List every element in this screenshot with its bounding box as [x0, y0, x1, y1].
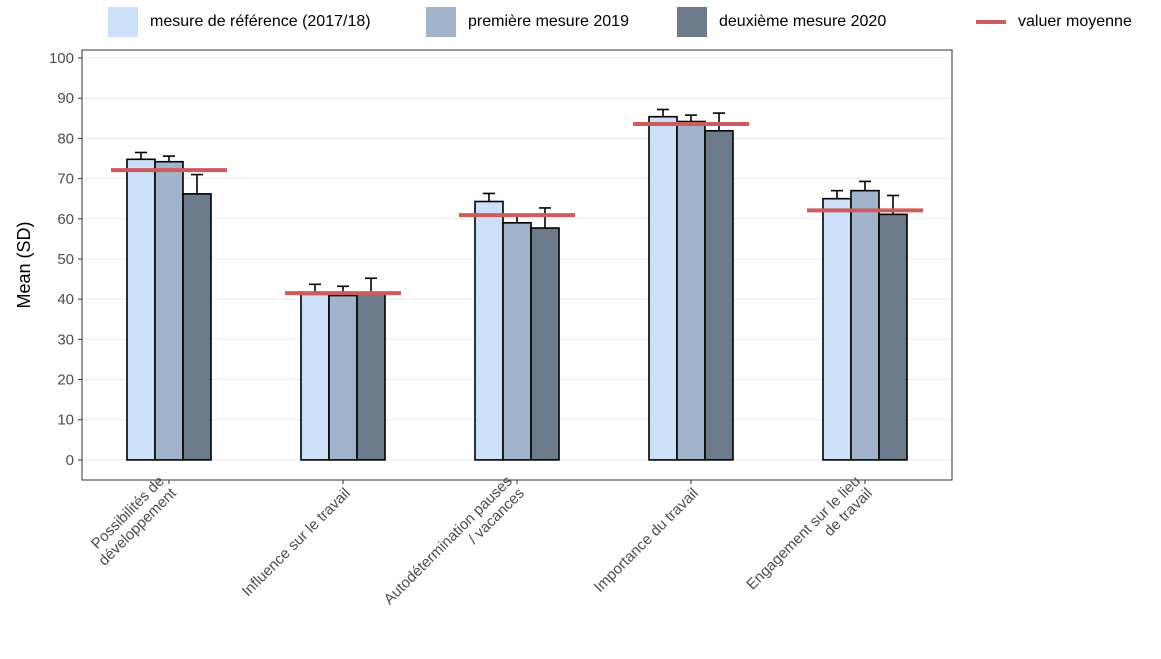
bar [356, 292, 386, 461]
y-tick-label: 90 [57, 90, 74, 107]
legend-label-first: première mesure 2019 [468, 13, 629, 30]
y-tick-label: 10 [57, 412, 74, 429]
mean-lines [111, 121, 923, 296]
x-tick-label: Autodétermination pauses [381, 473, 516, 608]
bar [300, 293, 330, 461]
y-tick-label: 60 [57, 211, 74, 228]
x-tick-label: Influence sur le travail [239, 485, 354, 600]
bar [822, 197, 852, 461]
y-tick-label: 30 [57, 331, 74, 348]
legend-label-reference: mesure de référence (2017/18) [150, 13, 371, 30]
bar [704, 129, 734, 461]
x-tick-label: Engagement sur le lieu [743, 473, 864, 594]
bar [676, 120, 706, 461]
y-tick-label: 70 [57, 171, 74, 188]
x-tick-label-group: Importance du travail [591, 485, 702, 596]
bar [182, 193, 212, 461]
y-tick-label: 50 [57, 251, 74, 268]
bar [154, 160, 184, 461]
y-tick-label: 40 [57, 291, 74, 308]
bar [530, 227, 560, 461]
y-tick-label: 0 [66, 452, 74, 469]
bar [502, 222, 532, 461]
bars [126, 115, 908, 461]
bar [648, 115, 678, 461]
legend-label-second: deuxième mesure 2020 [719, 13, 887, 30]
bar [878, 213, 908, 461]
x-tick-label-group: Autodétermination pauses/ vacances [381, 473, 528, 608]
x-tick-label: Importance du travail [591, 485, 702, 596]
legend-item-second: deuxième mesure 2020 [677, 7, 886, 37]
y-tick-label: 80 [57, 130, 74, 147]
y-tick-label: 20 [57, 372, 74, 389]
legend-item-mean: valuer moyenne [976, 7, 1132, 37]
bar [126, 158, 156, 461]
legend-item-first: première mesure 2019 [426, 7, 629, 37]
bar [474, 200, 504, 461]
y-tick-label: 100 [49, 50, 74, 67]
legend-line-mean [976, 20, 1006, 24]
bar [328, 294, 358, 461]
y-axis: 0 10 20 30 40 50 60 70 80 90 100 [49, 50, 82, 469]
x-tick-label-group: Influence sur le travail [239, 485, 354, 600]
bar [850, 189, 880, 461]
legend-swatch-first [426, 7, 456, 37]
error-bars [135, 108, 899, 296]
legend-item-reference: mesure de référence (2017/18) [108, 7, 371, 37]
legend-swatch-reference [108, 7, 138, 37]
chart-legend: mesure de référence (2017/18) première m… [0, 0, 1161, 44]
y-axis-title: Mean (SD) [14, 221, 34, 308]
legend-label-mean: valuer moyenne [1018, 13, 1132, 30]
legend-swatch-second [677, 7, 707, 37]
